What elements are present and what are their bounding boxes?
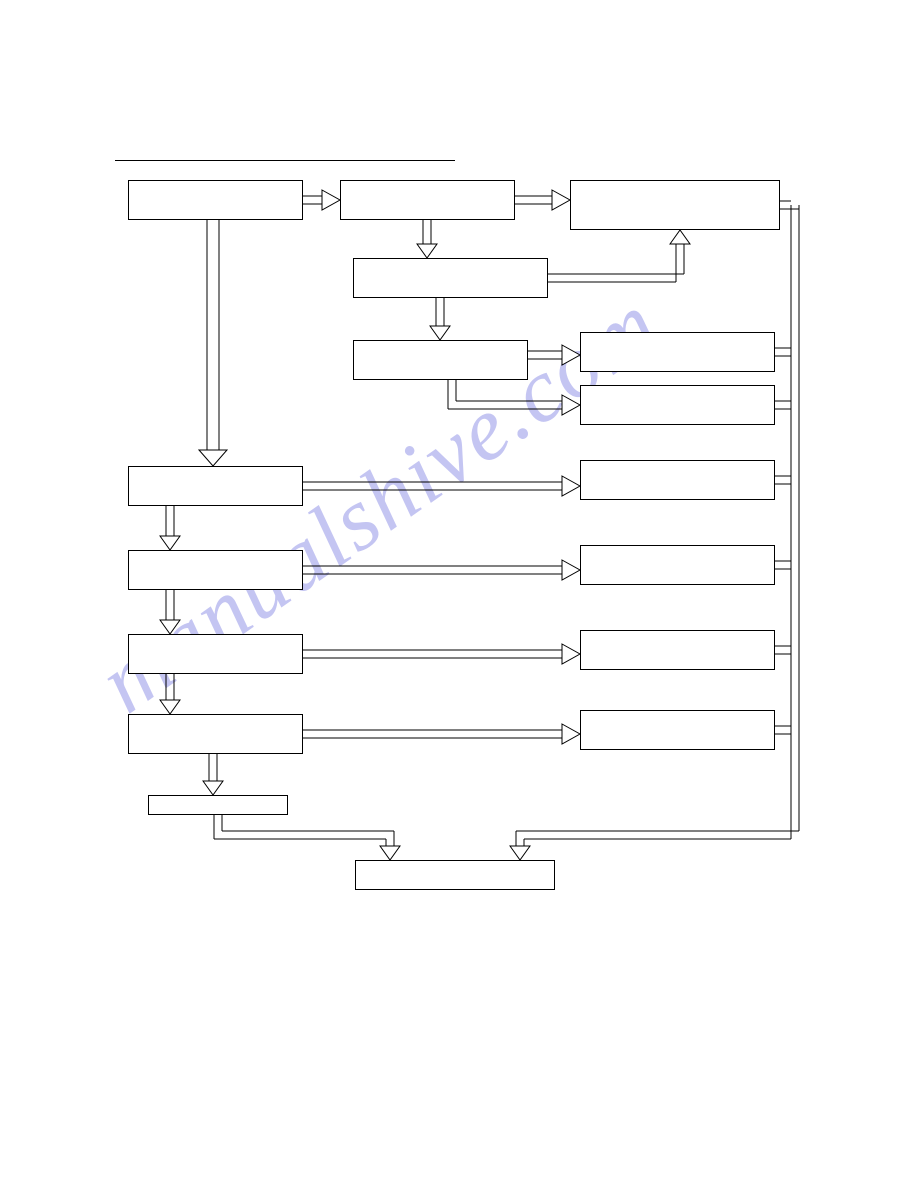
node-c <box>570 180 780 230</box>
node-m <box>580 630 775 670</box>
arrow-a-b <box>303 190 340 210</box>
node-e <box>353 340 528 380</box>
arrow-p-q <box>214 815 400 860</box>
node-a <box>128 180 303 220</box>
node-n <box>128 714 303 754</box>
node-d <box>353 258 548 298</box>
arrow-n-o <box>303 724 580 744</box>
arrow-n-p <box>203 754 223 795</box>
arrow-b-c <box>515 190 570 210</box>
arrow-b-d <box>417 220 437 258</box>
node-l <box>128 634 303 674</box>
node-p <box>148 795 288 815</box>
arrow-e-f <box>528 345 580 365</box>
node-k <box>580 545 775 585</box>
node-b <box>340 180 515 220</box>
node-i <box>580 460 775 500</box>
node-o <box>580 710 775 750</box>
node-h <box>128 466 303 506</box>
arrow-l-m <box>303 644 580 664</box>
arrow-a-h <box>199 220 227 466</box>
flowchart-canvas: manualshive.com <box>0 0 918 1188</box>
node-q <box>355 860 555 890</box>
arrow-h-j <box>160 506 180 550</box>
arrow-j-k <box>303 560 580 580</box>
right-bus <box>510 201 799 860</box>
node-g <box>580 385 775 425</box>
arrow-d-e <box>430 298 450 340</box>
arrow-l-n <box>160 674 180 714</box>
node-j <box>128 550 303 590</box>
arrow-h-i <box>303 476 580 496</box>
node-f <box>580 332 775 372</box>
arrows-layer <box>0 0 918 1188</box>
arrow-d-c <box>548 230 690 282</box>
arrow-j-l <box>160 590 180 634</box>
arrow-e-g <box>448 380 580 415</box>
